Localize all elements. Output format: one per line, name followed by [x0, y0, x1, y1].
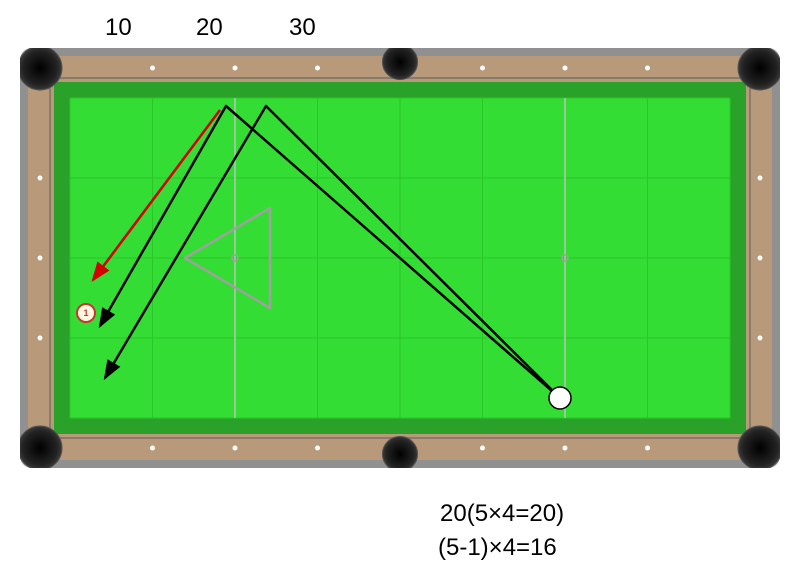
diamond	[150, 446, 155, 451]
diamond	[480, 66, 485, 71]
pocket	[738, 48, 780, 90]
diamond	[38, 336, 43, 341]
diamond	[758, 256, 763, 261]
pocket	[20, 426, 62, 468]
diamond	[38, 176, 43, 181]
cue-ball	[549, 387, 571, 409]
diamond	[315, 66, 320, 71]
pool-table: 1	[20, 48, 780, 468]
diamond	[315, 446, 320, 451]
object-ball-1: 1	[77, 304, 95, 322]
formula-2: (5-1)×4=16	[438, 534, 557, 562]
diamond	[758, 336, 763, 341]
diamond	[233, 66, 238, 71]
diamond	[563, 66, 568, 71]
label-30: 30	[289, 14, 316, 42]
diamond	[233, 446, 238, 451]
label-20: 20	[196, 14, 223, 42]
pocket	[382, 48, 417, 80]
formula-1: 20(5×4=20)	[440, 500, 564, 528]
pocket	[20, 48, 62, 90]
diamond	[645, 66, 650, 71]
pocket	[382, 436, 417, 468]
diamond	[645, 446, 650, 451]
diamond	[480, 446, 485, 451]
diamond	[150, 66, 155, 71]
diamond	[758, 176, 763, 181]
svg-text:1: 1	[83, 308, 88, 318]
label-10: 10	[105, 14, 132, 42]
pocket	[738, 426, 780, 468]
diamond	[38, 256, 43, 261]
diamond	[563, 446, 568, 451]
